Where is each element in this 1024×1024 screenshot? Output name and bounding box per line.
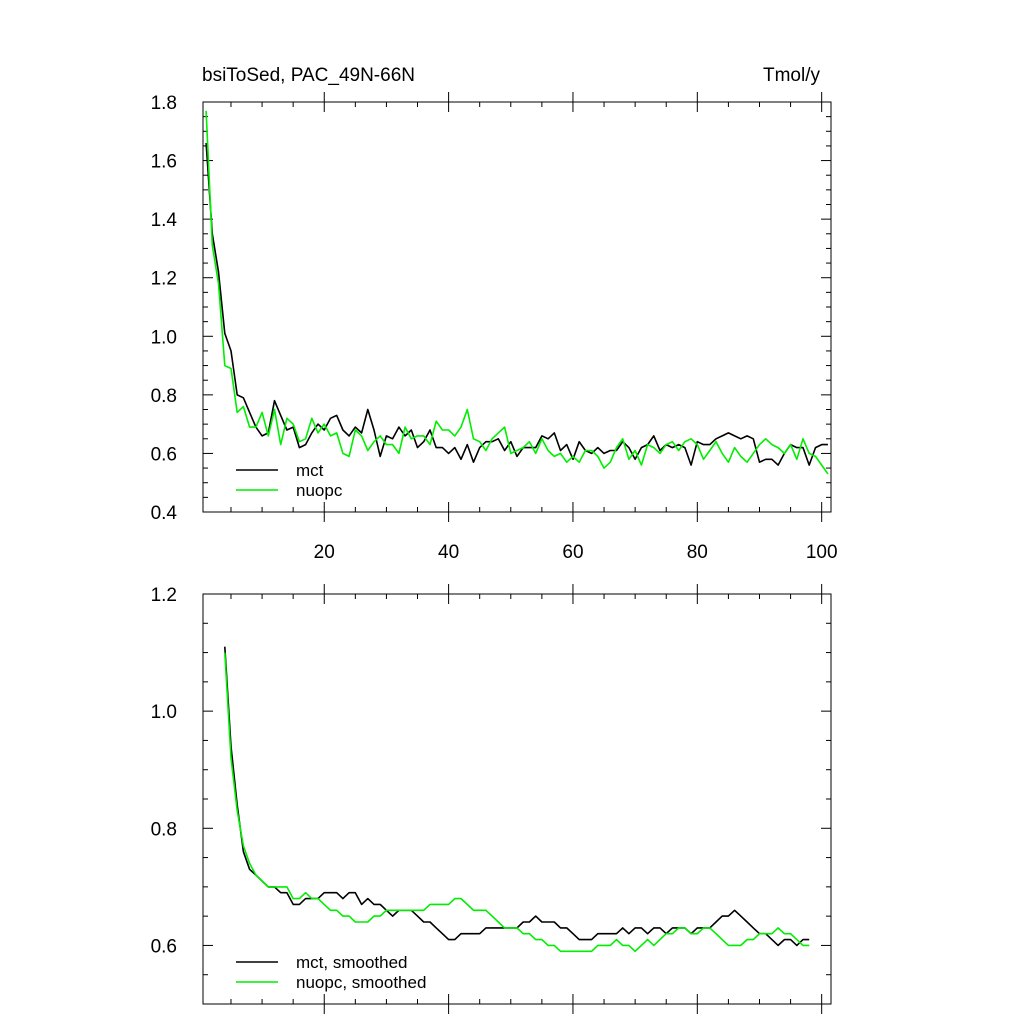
legend-label: nuopc — [296, 481, 343, 500]
x-tick-label: 20 — [314, 542, 335, 563]
legend-label: nuopc, smoothed — [296, 973, 426, 992]
y-tick-label: 0.4 — [151, 503, 178, 524]
series-line — [224, 652, 810, 953]
y-tick-label: 1.0 — [151, 327, 177, 348]
chart-title-right: Tmol/y — [763, 65, 821, 86]
y-tick-label: 0.6 — [151, 936, 177, 957]
y-tick-label: 0.8 — [151, 386, 177, 407]
series-line — [205, 110, 829, 475]
series-line — [205, 142, 828, 466]
y-tick-label: 1.2 — [151, 269, 177, 290]
y-tick-label: 0.8 — [151, 819, 177, 840]
series-line — [224, 646, 810, 947]
plot-frame — [202, 593, 832, 1005]
y-tick-label: 1.4 — [151, 210, 178, 231]
chart-title-left: bsiToSed, PAC_49N-66N — [202, 65, 415, 86]
y-tick-label: 1.0 — [151, 702, 177, 723]
y-tick-label: 1.2 — [151, 585, 177, 606]
y-tick-label: 1.8 — [151, 93, 177, 114]
legend-label: mct, smoothed — [296, 953, 408, 972]
top-panel: 0.4 0.6 0.8 1.0 1.2 1.4 1.6 1.8 20 40 60 80 100 mctnu… — [151, 92, 838, 563]
y-tick-label: 0.6 — [151, 444, 177, 465]
legend-label: mct — [296, 461, 324, 480]
x-tick-label: 60 — [562, 542, 583, 563]
x-tick-label: 40 — [438, 542, 459, 563]
x-tick-label: 80 — [687, 542, 708, 563]
y-tick-label: 1.6 — [151, 152, 177, 173]
x-tick-label: 100 — [806, 542, 838, 563]
